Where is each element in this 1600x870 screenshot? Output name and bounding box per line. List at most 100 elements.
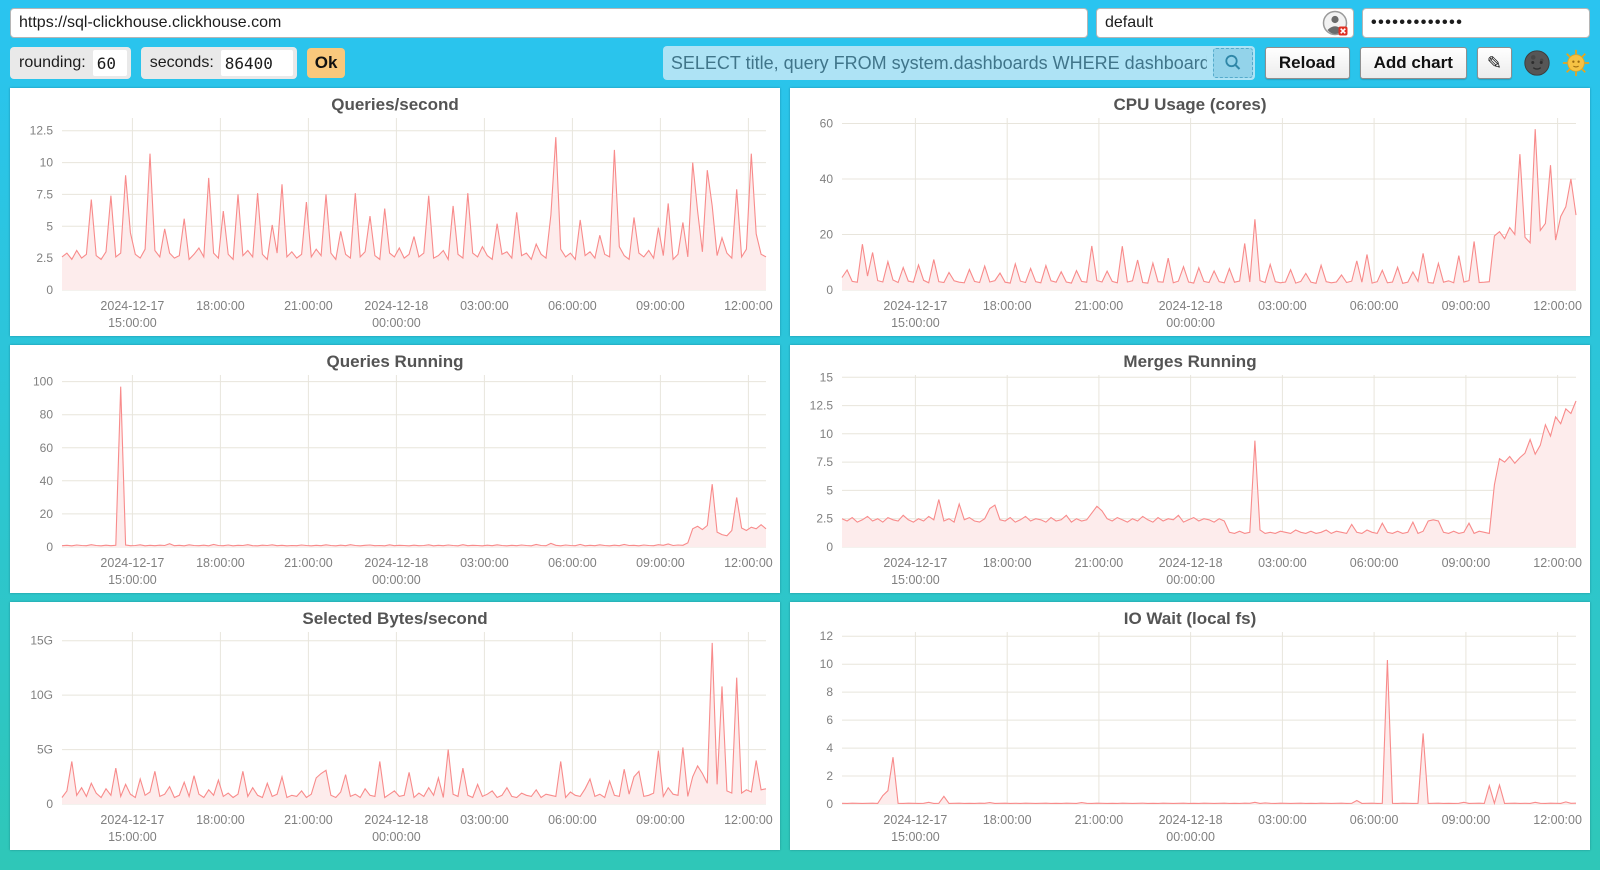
svg-text:21:00:00: 21:00:00	[1075, 556, 1124, 570]
svg-text:12: 12	[820, 629, 834, 643]
svg-text:12:00:00: 12:00:00	[724, 299, 773, 313]
svg-text:5: 5	[46, 219, 53, 233]
svg-text:8: 8	[826, 685, 833, 699]
svg-text:2.5: 2.5	[36, 251, 53, 265]
svg-text:06:00:00: 06:00:00	[548, 813, 597, 827]
svg-text:20: 20	[820, 228, 834, 242]
edit-button[interactable]: ✎	[1476, 47, 1512, 79]
seconds-label: seconds:	[149, 54, 214, 71]
charts-grid: Queries/second 0 2.5 5 7.5 10 12.5 2024-12-17 1…	[10, 88, 1590, 850]
svg-text:21:00:00: 21:00:00	[284, 299, 333, 313]
svg-text:06:00:00: 06:00:00	[1350, 556, 1399, 570]
svg-text:18:00:00: 18:00:00	[196, 299, 245, 313]
svg-text:15G: 15G	[30, 634, 53, 648]
password-input[interactable]	[1362, 8, 1590, 38]
svg-text:5: 5	[826, 483, 833, 497]
svg-text:80: 80	[40, 408, 54, 422]
svg-text:10: 10	[40, 156, 54, 170]
rounding-input[interactable]	[92, 50, 127, 76]
svg-text:12:00:00: 12:00:00	[1533, 299, 1582, 313]
svg-text:21:00:00: 21:00:00	[1075, 299, 1124, 313]
svg-text:09:00:00: 09:00:00	[636, 813, 685, 827]
chart-io-wait[interactable]: 0 2 4 6 8 10 12 2024-12-17 15:00:00 18:00:00 21:00…	[790, 602, 1590, 850]
svg-text:18:00:00: 18:00:00	[196, 556, 245, 570]
svg-text:06:00:00: 06:00:00	[548, 556, 597, 570]
user-icon	[1322, 10, 1349, 37]
connection-bar	[10, 8, 1590, 38]
theme-light-button[interactable]	[1562, 48, 1590, 78]
ok-button[interactable]: Ok	[306, 48, 346, 78]
svg-text:2024-12-18: 2024-12-18	[1159, 556, 1223, 570]
svg-text:00:00:00: 00:00:00	[372, 316, 421, 330]
chart-card-queries-running: Queries Running 0 20 40 60 80 100 2024-12-17 15…	[10, 345, 780, 593]
chart-queries-per-second[interactable]: 0 2.5 5 7.5 10 12.5 2024-12-17 15:00:00 18:00:00…	[10, 88, 780, 336]
svg-text:18:00:00: 18:00:00	[983, 299, 1032, 313]
chart-card-merges-running: Merges Running 0 2.5 5 7.5 10 12.5 15 2024-12-1…	[790, 345, 1590, 593]
svg-text:12:00:00: 12:00:00	[724, 813, 773, 827]
svg-text:2024-12-18: 2024-12-18	[1159, 813, 1223, 827]
svg-text:7.5: 7.5	[816, 455, 833, 469]
svg-text:2024-12-17: 2024-12-17	[100, 556, 164, 570]
svg-text:2024-12-18: 2024-12-18	[364, 556, 428, 570]
svg-text:09:00:00: 09:00:00	[636, 299, 685, 313]
svg-text:12:00:00: 12:00:00	[1533, 813, 1582, 827]
pencil-icon: ✎	[1486, 52, 1502, 73]
controls-bar: rounding: seconds: Ok Reload Add chart ✎	[10, 46, 1590, 80]
svg-text:100: 100	[33, 375, 53, 389]
svg-text:15:00:00: 15:00:00	[108, 316, 157, 330]
svg-text:00:00:00: 00:00:00	[1166, 316, 1215, 330]
search-icon	[1223, 53, 1243, 73]
svg-text:15:00:00: 15:00:00	[108, 573, 157, 587]
svg-text:2024-12-17: 2024-12-17	[883, 299, 947, 313]
theme-dark-button[interactable]	[1522, 48, 1552, 78]
url-input[interactable]	[10, 8, 1088, 38]
dashboard-query-input[interactable]	[664, 52, 1213, 74]
chart-selected-bytes[interactable]: 0 5G 10G 15G 2024-12-17 15:00:00 18:00:00 21:00…	[10, 602, 780, 850]
rounding-label: rounding:	[19, 54, 86, 71]
svg-text:60: 60	[820, 117, 834, 131]
svg-text:03:00:00: 03:00:00	[1258, 556, 1307, 570]
svg-text:00:00:00: 00:00:00	[1166, 830, 1215, 844]
svg-text:6: 6	[826, 713, 833, 727]
chart-card-queries-per-second: Queries/second 0 2.5 5 7.5 10 12.5 2024-12-17 1…	[10, 88, 780, 336]
svg-text:03:00:00: 03:00:00	[460, 556, 509, 570]
svg-text:15: 15	[820, 370, 834, 384]
svg-text:18:00:00: 18:00:00	[983, 813, 1032, 827]
user-input[interactable]	[1096, 8, 1354, 38]
svg-text:06:00:00: 06:00:00	[1350, 299, 1399, 313]
chart-card-cpu-usage: CPU Usage (cores) 0 20 40 60 2024-12-17 15:00…	[790, 88, 1590, 336]
chart-queries-running[interactable]: 0 20 40 60 80 100 2024-12-17 15:00:00 18:00:00 21…	[10, 345, 780, 593]
svg-text:2024-12-17: 2024-12-17	[883, 813, 947, 827]
svg-text:0: 0	[46, 540, 53, 554]
svg-text:10: 10	[820, 427, 834, 441]
svg-text:0: 0	[826, 540, 833, 554]
svg-text:09:00:00: 09:00:00	[636, 556, 685, 570]
svg-text:20: 20	[40, 507, 54, 521]
svg-text:21:00:00: 21:00:00	[284, 556, 333, 570]
seconds-input[interactable]	[220, 50, 293, 76]
svg-text:03:00:00: 03:00:00	[460, 813, 509, 827]
svg-text:2024-12-18: 2024-12-18	[364, 813, 428, 827]
svg-text:2024-12-17: 2024-12-17	[100, 299, 164, 313]
seconds-control: seconds:	[140, 47, 297, 79]
svg-text:00:00:00: 00:00:00	[1166, 573, 1215, 587]
svg-text:5G: 5G	[37, 743, 53, 757]
svg-text:09:00:00: 09:00:00	[1442, 299, 1491, 313]
add-chart-button[interactable]: Add chart	[1359, 47, 1467, 79]
chart-cpu-usage[interactable]: 0 20 40 60 2024-12-17 15:00:00 18:00:00 21:00:0…	[790, 88, 1590, 336]
svg-text:10: 10	[820, 657, 834, 671]
svg-text:12.5: 12.5	[810, 399, 834, 413]
svg-text:00:00:00: 00:00:00	[372, 573, 421, 587]
svg-text:2024-12-18: 2024-12-18	[364, 299, 428, 313]
svg-text:03:00:00: 03:00:00	[1258, 299, 1307, 313]
search-button[interactable]	[1212, 48, 1253, 78]
user-field-wrap	[1096, 8, 1354, 38]
chart-merges-running[interactable]: 0 2.5 5 7.5 10 12.5 15 2024-12-17 15:00:00 18:00:…	[790, 345, 1590, 593]
reload-button[interactable]: Reload	[1264, 47, 1350, 79]
svg-text:60: 60	[40, 441, 54, 455]
svg-text:2024-12-18: 2024-12-18	[1159, 299, 1223, 313]
svg-text:12:00:00: 12:00:00	[724, 556, 773, 570]
svg-text:0: 0	[826, 283, 833, 297]
svg-text:2: 2	[826, 769, 833, 783]
